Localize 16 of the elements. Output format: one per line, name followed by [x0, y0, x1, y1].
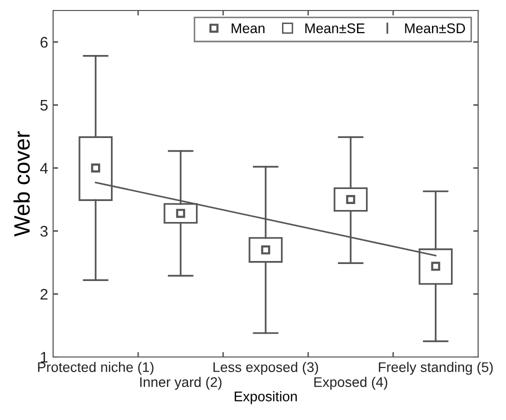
y-tick-label: 2 — [40, 288, 48, 300]
x-tick-label: Protected niche (1) — [38, 362, 154, 375]
y-tick-label: 3 — [40, 226, 48, 237]
annotation: Mean±SE — [305, 23, 365, 34]
annotation: Mean — [232, 24, 264, 34]
y-tick-label: 6 — [40, 36, 48, 48]
x-tick-label: Less exposed (3) — [214, 362, 318, 375]
y-tick-label: 5 — [40, 100, 48, 111]
y-axis-title: Web cover — [14, 131, 30, 237]
x-axis-title: Exposition — [234, 391, 297, 404]
x-tick-label: Freely standing (5) — [378, 362, 493, 375]
annotation: Mean±SD — [405, 23, 466, 34]
y-tick-label: 4 — [40, 163, 48, 174]
x-tick-label: Inner yard (2) — [140, 376, 222, 390]
y-tick-label: 1 — [40, 352, 48, 363]
x-tick-label: Exposed (4) — [314, 376, 388, 390]
